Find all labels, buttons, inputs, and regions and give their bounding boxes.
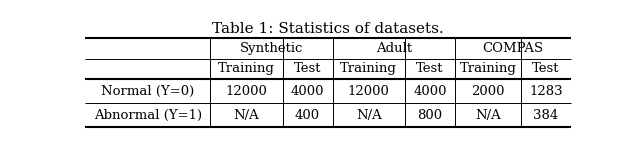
Text: Normal (Y=0): Normal (Y=0) — [101, 85, 195, 98]
Text: N/A: N/A — [234, 109, 259, 122]
Text: 2000: 2000 — [471, 85, 505, 98]
Text: COMPAS: COMPAS — [483, 42, 543, 55]
Text: Test: Test — [532, 62, 560, 75]
Text: Table 1: Statistics of datasets.: Table 1: Statistics of datasets. — [212, 22, 444, 36]
Text: N/A: N/A — [356, 109, 381, 122]
Text: 1283: 1283 — [529, 85, 563, 98]
Text: Test: Test — [416, 62, 444, 75]
Text: 12000: 12000 — [225, 85, 268, 98]
Text: 384: 384 — [533, 109, 559, 122]
Text: Adult: Adult — [376, 42, 412, 55]
Text: 4000: 4000 — [413, 85, 447, 98]
Text: Test: Test — [294, 62, 321, 75]
Text: 400: 400 — [295, 109, 320, 122]
Text: 4000: 4000 — [291, 85, 324, 98]
Text: N/A: N/A — [475, 109, 501, 122]
Text: Synthetic: Synthetic — [240, 42, 303, 55]
Text: Training: Training — [218, 62, 275, 75]
Text: 800: 800 — [417, 109, 442, 122]
Text: 12000: 12000 — [348, 85, 390, 98]
Text: Abnormal (Y=1): Abnormal (Y=1) — [93, 109, 202, 122]
Text: Training: Training — [460, 62, 516, 75]
Text: Training: Training — [340, 62, 397, 75]
